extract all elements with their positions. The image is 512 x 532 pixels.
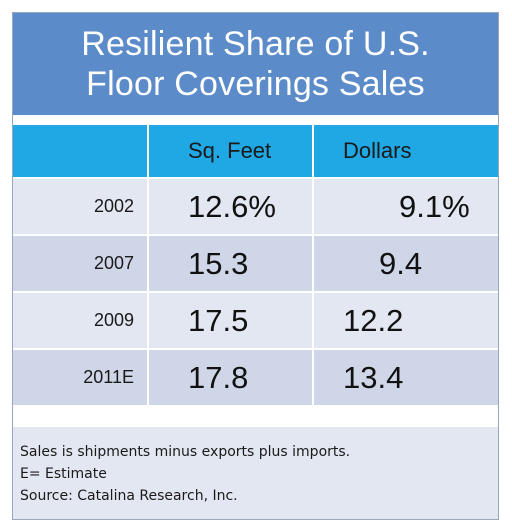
header-sq-feet-label: Sq. Feet [188, 138, 272, 163]
sq-feet-value: 17.8 [188, 359, 249, 395]
dollars-value: 13.4 [343, 359, 404, 395]
column-divider [147, 125, 149, 177]
column-divider [147, 179, 149, 234]
dollars-cell: 12.2 [313, 293, 498, 348]
year-cell: 2007 [13, 236, 148, 291]
header-cell-sq-feet: Sq. Feet [148, 125, 313, 177]
footnote-estimate: E= Estimate [20, 466, 107, 482]
year-cell: 2009 [13, 293, 148, 348]
header-dollars-label: Dollars [343, 138, 412, 163]
year-label: 2011E [83, 367, 134, 387]
sq-feet-cell: 12.6% [148, 179, 313, 234]
header-cell-dollars: Dollars [313, 125, 498, 177]
footnote-sales-definition: Sales is shipments minus exports plus im… [20, 444, 351, 460]
header-cell-year [13, 125, 148, 177]
footnote-source: Source: Catalina Research, Inc. [20, 488, 238, 504]
table-row: 2011E 17.8 13.4 [13, 350, 498, 407]
table-row: 2009 17.5 12.2 [13, 293, 498, 350]
column-divider [312, 125, 314, 177]
sq-feet-value: 17.5 [188, 302, 249, 338]
table-frame: Resilient Share of U.S. Floor Coverings … [12, 12, 499, 520]
column-divider [147, 236, 149, 291]
table-header-row: Sq. Feet Dollars [13, 125, 498, 179]
year-cell: 2002 [13, 179, 148, 234]
year-cell: 2011E [13, 350, 148, 405]
column-divider [312, 293, 314, 348]
dollars-cell: 9.1% [313, 179, 498, 234]
dollars-value: 9.1% [399, 188, 470, 224]
dollars-value: 12.2 [343, 302, 404, 338]
sq-feet-value: 15.3 [188, 245, 249, 281]
sq-feet-cell: 17.8 [148, 350, 313, 405]
year-label: 2002 [93, 196, 134, 216]
sq-feet-cell: 15.3 [148, 236, 313, 291]
chart-title: Resilient Share of U.S. Floor Coverings … [13, 13, 498, 115]
footnotes: Sales is shipments minus exports plus im… [13, 427, 498, 519]
table-row: 2007 15.3 9.4 [13, 236, 498, 293]
column-divider [312, 179, 314, 234]
column-divider [147, 293, 149, 348]
sq-feet-cell: 17.5 [148, 293, 313, 348]
sq-feet-value: 12.6% [188, 188, 276, 224]
dollars-cell: 9.4 [313, 236, 498, 291]
data-table: Sq. Feet Dollars 2002 12.6% 9.1% 2007 [13, 125, 498, 407]
table-row: 2002 12.6% 9.1% [13, 179, 498, 236]
dollars-value: 9.4 [379, 245, 423, 281]
column-divider [147, 350, 149, 405]
column-divider [312, 236, 314, 291]
year-label: 2007 [93, 253, 134, 273]
dollars-cell: 13.4 [313, 350, 498, 405]
year-label: 2009 [93, 310, 134, 330]
column-divider [312, 350, 314, 405]
